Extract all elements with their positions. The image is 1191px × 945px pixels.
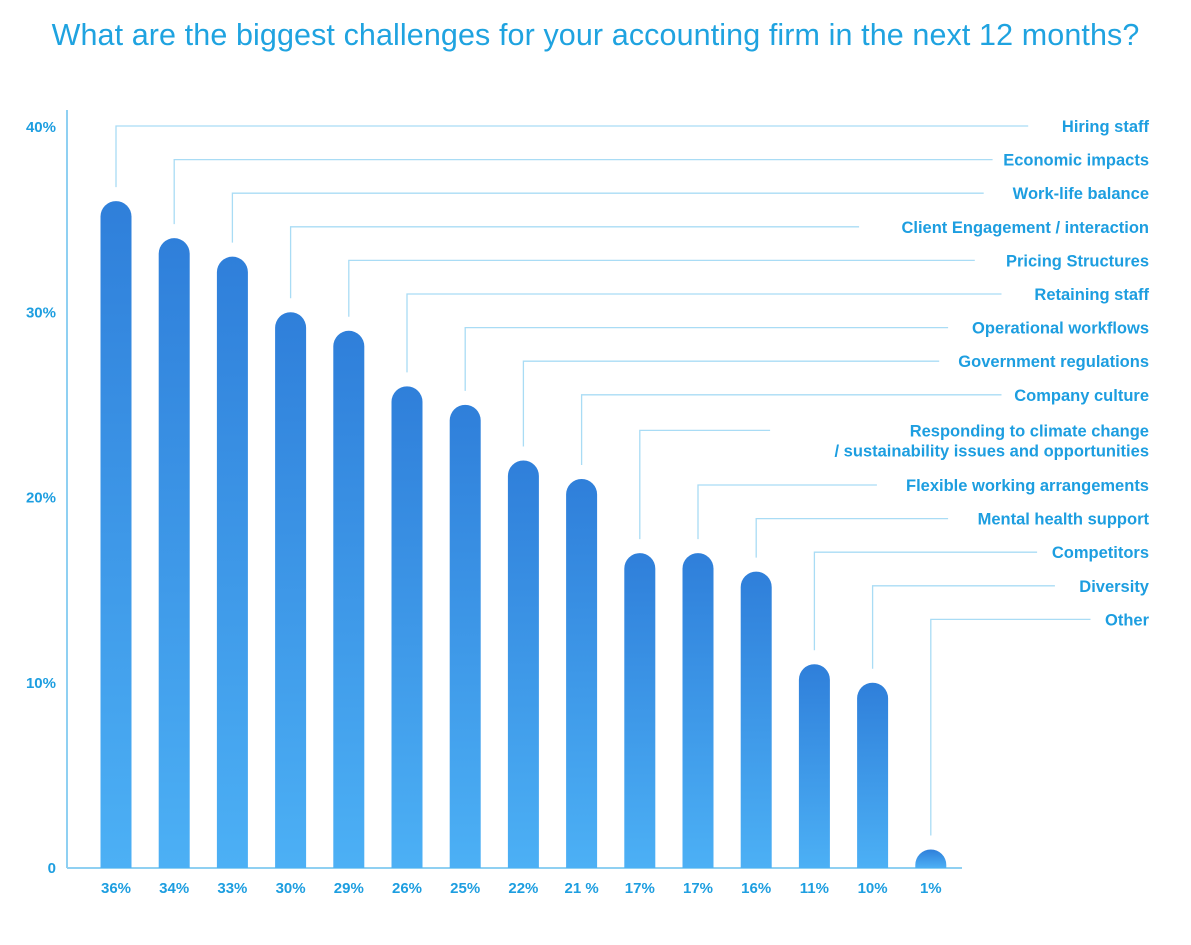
value-label: 17% — [683, 880, 713, 897]
category-label: Pricing Structures — [1006, 252, 1149, 270]
value-label: 17% — [625, 880, 655, 897]
category-label: Other — [1105, 611, 1150, 629]
value-label: 25% — [450, 880, 480, 897]
leader-line — [871, 585, 1055, 669]
category-label: Operational workflows — [972, 320, 1149, 338]
leader-line — [464, 326, 949, 391]
leader-line — [231, 192, 984, 243]
value-label: 16% — [741, 880, 771, 897]
y-tick-label: 30% — [26, 304, 56, 321]
bar — [449, 404, 481, 868]
leader-line — [406, 293, 1002, 373]
category-label: Diversity — [1079, 578, 1150, 596]
bar — [624, 553, 656, 868]
labels: 36% Hiring staff 34% Economic impacts 33% Wor… — [101, 118, 1150, 897]
bar — [682, 553, 714, 868]
value-label: 21 % — [564, 880, 598, 897]
category-label: Work-life balance — [1013, 185, 1149, 203]
category-label: Responding to climate change — [910, 422, 1149, 440]
value-label: 36% — [101, 880, 131, 897]
category-label: / sustainability issues and opportunitie… — [835, 442, 1149, 460]
bar — [391, 386, 423, 868]
leader-line — [115, 125, 1029, 188]
category-label: Client Engagement / interaction — [901, 219, 1149, 237]
bar — [740, 571, 772, 868]
value-label: 30% — [276, 880, 306, 897]
bar — [100, 201, 132, 868]
bar — [798, 664, 830, 868]
value-label: 1% — [920, 880, 942, 897]
leader-line — [522, 360, 940, 447]
leader-line — [755, 517, 949, 558]
y-tick-label: 20% — [26, 490, 56, 507]
value-label: 33% — [217, 880, 247, 897]
bars — [100, 201, 947, 869]
value-label: 29% — [334, 880, 364, 897]
bar — [333, 330, 365, 868]
leader-line — [813, 551, 1038, 651]
leader-line — [173, 158, 993, 225]
bar — [275, 312, 307, 868]
value-label: 22% — [508, 880, 538, 897]
bar — [216, 256, 248, 869]
leader-line — [930, 618, 1091, 836]
bar — [915, 849, 947, 868]
category-label: Government regulations — [958, 353, 1149, 371]
bar — [566, 478, 598, 868]
category-label: Economic impacts — [1003, 152, 1149, 170]
leader-lines — [115, 125, 1091, 836]
leader-line — [580, 394, 1002, 465]
y-tick-label: 10% — [26, 675, 56, 692]
bar — [507, 460, 539, 868]
category-label: Hiring staff — [1062, 118, 1150, 136]
leader-line — [348, 259, 975, 317]
y-tick-label: 0 — [48, 860, 56, 877]
category-label: Company culture — [1014, 387, 1149, 405]
category-label: Retaining staff — [1034, 286, 1149, 304]
leader-line — [639, 429, 771, 540]
category-label: Flexible working arrangements — [906, 477, 1149, 495]
y-tick-label: 40% — [26, 119, 56, 136]
bar — [158, 238, 190, 868]
bar — [857, 682, 889, 868]
category-label: Mental health support — [978, 511, 1150, 529]
value-label: 26% — [392, 880, 422, 897]
value-label: 34% — [159, 880, 189, 897]
leader-line — [697, 484, 877, 540]
chart-title: What are the biggest challenges for your… — [51, 18, 1140, 52]
leader-line — [289, 226, 860, 299]
value-label: 10% — [858, 880, 888, 897]
category-label: Competitors — [1052, 544, 1149, 562]
value-label: 11% — [800, 880, 829, 897]
